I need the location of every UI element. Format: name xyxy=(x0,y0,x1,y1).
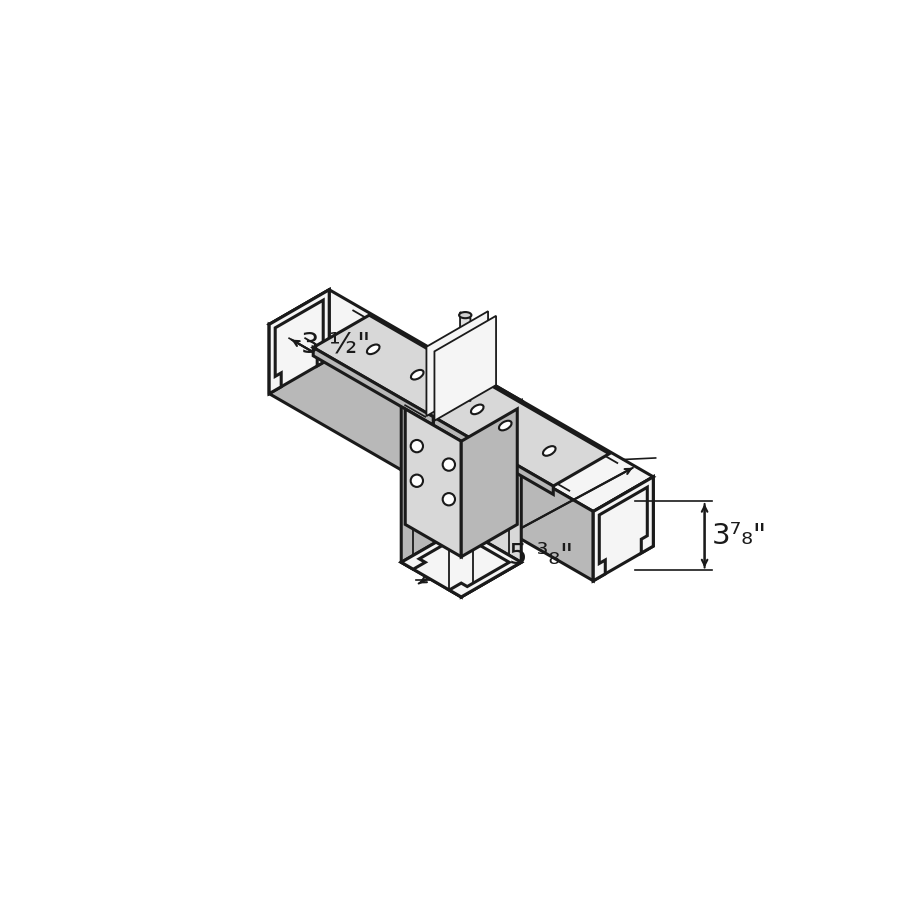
Text: 3 ½": 3 ½" xyxy=(301,331,370,359)
Polygon shape xyxy=(269,290,329,393)
Ellipse shape xyxy=(499,420,511,430)
Polygon shape xyxy=(401,527,521,597)
Ellipse shape xyxy=(411,370,424,380)
Polygon shape xyxy=(313,347,433,425)
Polygon shape xyxy=(435,316,496,420)
Polygon shape xyxy=(269,324,461,505)
Ellipse shape xyxy=(459,312,472,319)
Ellipse shape xyxy=(367,345,380,354)
Polygon shape xyxy=(401,400,461,597)
Polygon shape xyxy=(461,400,521,597)
Polygon shape xyxy=(427,311,488,416)
Polygon shape xyxy=(401,400,593,580)
Polygon shape xyxy=(405,409,461,557)
Ellipse shape xyxy=(410,474,423,487)
Polygon shape xyxy=(433,417,554,494)
Ellipse shape xyxy=(443,458,455,471)
Polygon shape xyxy=(313,315,490,417)
Polygon shape xyxy=(460,312,471,401)
Ellipse shape xyxy=(543,446,555,455)
Polygon shape xyxy=(433,384,609,486)
Text: 3⁷₈": 3⁷₈" xyxy=(712,522,767,550)
Ellipse shape xyxy=(471,405,483,414)
Ellipse shape xyxy=(443,493,455,506)
Polygon shape xyxy=(593,477,653,580)
Polygon shape xyxy=(461,409,518,557)
Polygon shape xyxy=(401,366,653,511)
Text: 5 ³₈": 5 ³₈" xyxy=(509,543,573,571)
Polygon shape xyxy=(401,527,521,597)
Ellipse shape xyxy=(410,440,423,453)
Ellipse shape xyxy=(439,386,452,396)
Polygon shape xyxy=(593,477,653,580)
Polygon shape xyxy=(269,290,329,393)
Polygon shape xyxy=(269,290,521,436)
